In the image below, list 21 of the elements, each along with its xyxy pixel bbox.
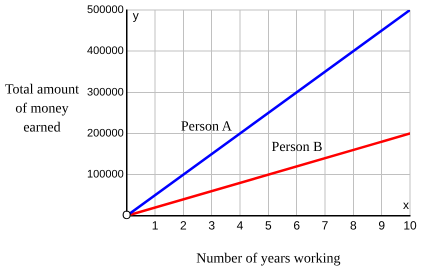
y-tick-label: 500000 bbox=[86, 4, 124, 16]
series-label: Person B bbox=[272, 140, 322, 155]
x-tick-label: 6 bbox=[293, 218, 300, 232]
y-tick-label: 200000 bbox=[86, 128, 124, 140]
y-tick-label: 100000 bbox=[86, 168, 124, 181]
annotation: x bbox=[403, 198, 409, 212]
x-tick-label: 4 bbox=[236, 218, 244, 232]
x-tick-label: 7 bbox=[322, 218, 329, 232]
y-axis-title: Total amount of money earned bbox=[4, 82, 80, 136]
x-tick-label: 2 bbox=[180, 218, 188, 232]
series-label: Person A bbox=[180, 119, 233, 134]
y-tick-label: 300000 bbox=[86, 86, 124, 98]
y-tick-label: 400000 bbox=[86, 45, 124, 58]
x-tick-label: 10 bbox=[403, 218, 417, 232]
x-tick-label: 3 bbox=[208, 218, 216, 232]
annotation: y bbox=[132, 8, 139, 22]
x-axis-title: Number of years working bbox=[196, 251, 340, 266]
x-tick-label: 1 bbox=[152, 218, 159, 232]
x-tick-label: 5 bbox=[265, 218, 272, 232]
x-tick-label: 9 bbox=[378, 218, 386, 232]
x-tick-label: 8 bbox=[350, 218, 357, 232]
